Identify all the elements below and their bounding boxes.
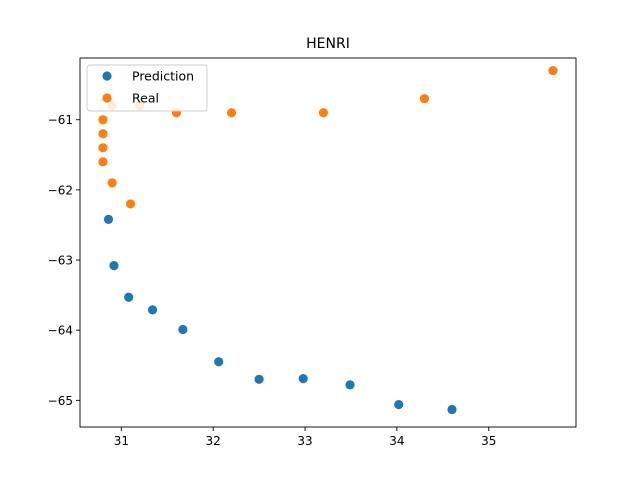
y-tick-label-2: −63 <box>48 254 73 268</box>
point-prediction-2 <box>124 292 134 302</box>
point-real-3 <box>98 115 108 125</box>
y-tick-label-0: −61 <box>48 113 73 127</box>
point-real-5 <box>125 199 136 209</box>
legend-marker-prediction <box>102 71 112 81</box>
data-points <box>98 66 558 415</box>
x-tick-label-3: 34 <box>389 434 404 448</box>
y-tick-label-3: −64 <box>48 324 73 338</box>
point-real-2 <box>98 129 108 139</box>
y-tick-label-4: −65 <box>48 394 73 408</box>
x-tick-label-4: 35 <box>481 434 496 448</box>
chart-title: HENRI <box>306 36 350 52</box>
axes: 31 32 33 34 35 −61 −62 −63 −64 −65 <box>48 57 577 448</box>
legend-marker-real <box>102 93 112 103</box>
legend-box <box>86 64 208 112</box>
legend: Prediction Real <box>86 64 208 112</box>
point-real-12 <box>548 66 558 76</box>
legend-label-prediction: Prediction <box>132 69 194 84</box>
point-prediction-4 <box>178 324 188 335</box>
point-real-1 <box>98 143 108 153</box>
point-prediction-0 <box>103 214 114 224</box>
point-real-0 <box>98 157 108 167</box>
point-prediction-8 <box>345 380 355 390</box>
y-tick-label-1: −62 <box>48 183 73 197</box>
point-prediction-10 <box>447 404 457 415</box>
x-tick-label-0: 31 <box>114 434 129 448</box>
point-real-11 <box>419 94 430 104</box>
point-prediction-7 <box>298 374 308 384</box>
point-real-10 <box>318 108 329 118</box>
plot-frame <box>79 57 577 428</box>
point-real-4 <box>107 178 117 188</box>
x-tick-label-1: 32 <box>206 434 221 448</box>
x-tick-label-2: 33 <box>297 434 312 448</box>
point-prediction-9 <box>394 399 404 410</box>
point-prediction-3 <box>147 305 158 315</box>
legend-label-real: Real <box>132 91 159 106</box>
point-real-9 <box>226 108 237 118</box>
point-prediction-5 <box>214 357 224 367</box>
point-prediction-6 <box>254 374 264 384</box>
point-prediction-1 <box>109 261 119 271</box>
